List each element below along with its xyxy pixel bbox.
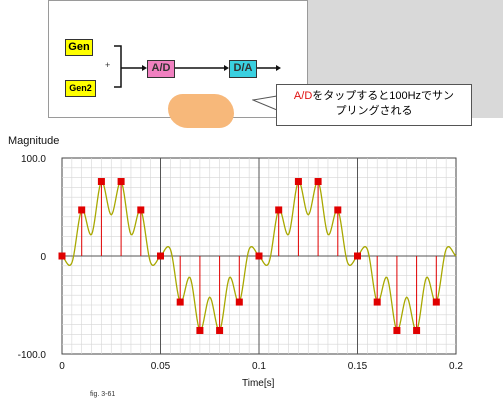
sample-marker — [354, 252, 361, 260]
sample-marker — [373, 298, 381, 306]
sample-marker — [235, 298, 243, 306]
x-tick-label: 0 — [59, 361, 65, 372]
adder-plus: + — [105, 60, 111, 70]
callout-highlight: A/D — [293, 90, 313, 102]
callout-line2: プリングされる — [335, 105, 413, 117]
gen2-block[interactable]: Gen2 — [65, 80, 96, 97]
y-axis-label: Magnitude — [8, 135, 60, 147]
sample-marker — [117, 178, 125, 186]
sample-marker — [413, 326, 421, 334]
da-block[interactable]: D/A — [229, 60, 257, 78]
figure-caption: fig. 3-61 — [90, 391, 116, 398]
x-tick-label: 0.2 — [449, 361, 463, 372]
sample-marker — [196, 326, 204, 334]
gen-block[interactable]: Gen — [65, 39, 93, 56]
sample-marker — [157, 252, 164, 260]
ad-block[interactable]: A/D — [147, 60, 175, 78]
callout-line1: をタップすると100Hzでサン — [312, 90, 455, 102]
sample-marker — [334, 206, 342, 214]
y-tick-label: 0 — [40, 252, 46, 263]
sample-marker — [216, 326, 224, 334]
sample-marker — [137, 206, 145, 214]
x-tick-label: 0.05 — [151, 361, 171, 372]
pointing-hand-icon — [168, 94, 234, 128]
x-tick-label: 0.1 — [252, 361, 266, 372]
x-axis-label: Time[s] — [242, 378, 275, 389]
sample-marker — [97, 178, 105, 186]
x-tick-label: 0.15 — [348, 361, 368, 372]
y-tick-label: -100.0 — [18, 350, 47, 361]
time-domain-chart: 0 0.05 0.1 0.15 0.2 100.0 0 -100.0 — [18, 154, 464, 372]
callout-text: A/Dをタップすると100Hzでサン プリングされる — [276, 84, 472, 126]
sample-marker — [176, 298, 184, 306]
sample-marker — [393, 326, 401, 334]
sample-marker — [314, 178, 322, 186]
sample-marker — [432, 298, 440, 306]
sample-marker — [294, 178, 302, 186]
sample-marker — [275, 206, 283, 214]
sample-marker — [58, 252, 66, 260]
y-tick-label: 100.0 — [21, 154, 46, 165]
sample-marker — [255, 252, 263, 260]
sample-marker — [78, 206, 86, 214]
diagram-wires — [114, 45, 281, 88]
